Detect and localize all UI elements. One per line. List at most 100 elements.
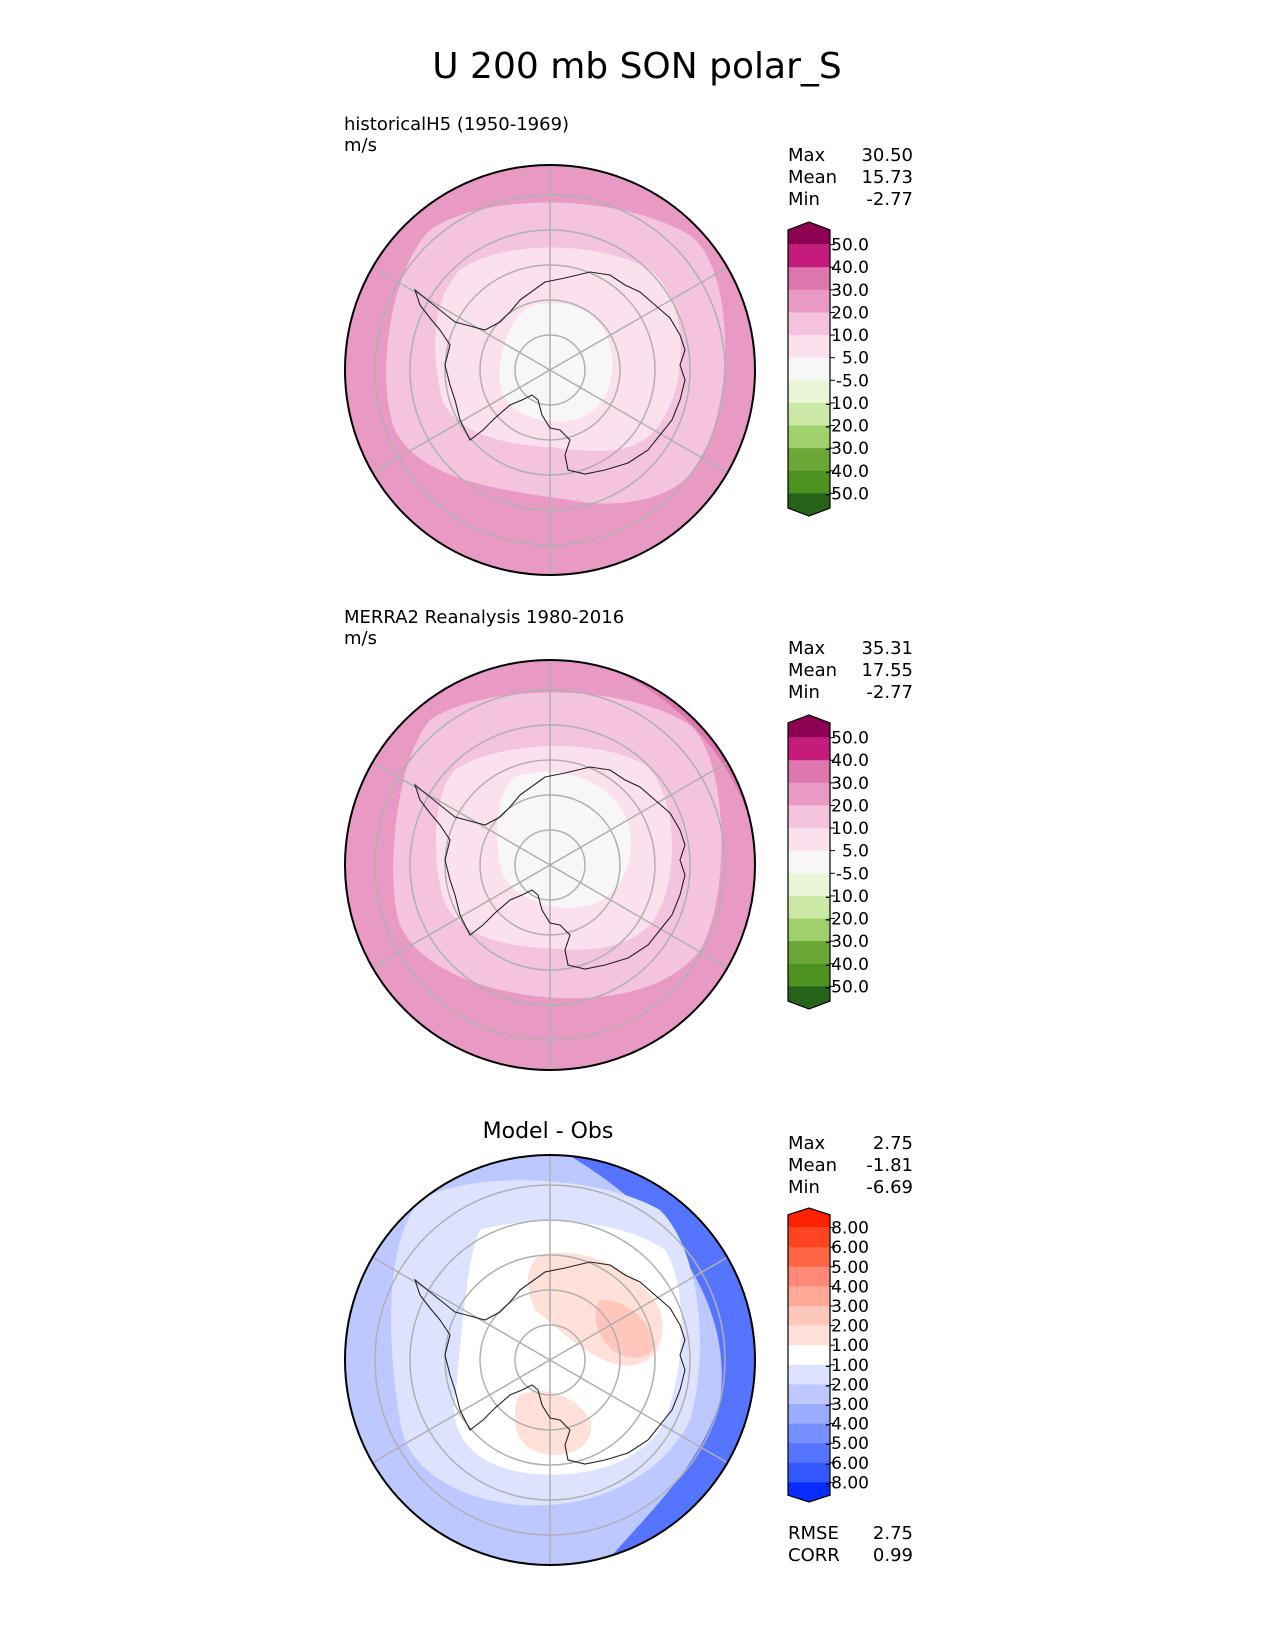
- stat-corr-label: CORR: [788, 1545, 840, 1566]
- colorbar-swatch: [788, 1443, 830, 1464]
- colorbar-tick-label: 5.00: [831, 1258, 869, 1278]
- colorbar-swatch: [788, 1306, 830, 1327]
- colorbar-tick-label: 6.00: [831, 1238, 869, 1258]
- panel-diff-coastline: [413, 1261, 686, 1465]
- colorbar-swatch: [788, 357, 830, 381]
- stat-max-value: 30.50: [861, 145, 913, 166]
- colorbar-outline: [787, 1207, 831, 1503]
- stat-corr-value: 0.99: [873, 1545, 913, 1566]
- panel-obs-colorbar: 50.040.0 30.020.0 10.0 5.0-5.0 -10.0 -20.0-30…: [787, 714, 869, 1010]
- colorbar-swatch: [788, 1345, 830, 1366]
- colorbar-swatch: [788, 963, 830, 987]
- colorbar-tick-label: -5.0: [836, 371, 869, 391]
- colorbar-tick-label: 5.0: [842, 842, 869, 862]
- stat-max-label: Max: [788, 638, 826, 659]
- stat-mean-value: 17.55: [861, 660, 913, 681]
- colorbar-swatch: [788, 1384, 830, 1405]
- stat-max-value: 35.31: [861, 638, 913, 659]
- colorbar-outline: [787, 221, 831, 517]
- colorbar-swatch: [788, 1286, 830, 1307]
- panel-model-coastline: [413, 271, 686, 475]
- stat-min-value: -6.69: [866, 1177, 913, 1198]
- colorbar-tick-label: -10.0: [825, 887, 869, 907]
- colorbar-tick-label: 30.0: [831, 281, 869, 301]
- colorbar-tick-label: 5.0: [842, 349, 869, 369]
- colorbar-swatch: [788, 1482, 830, 1502]
- panel-diff: Model - Obs Max 2.75 Mean -1.81 Min: [344, 1119, 913, 1566]
- panel-model-colorbar: 50.040.0 30.020.0 10.0 5.0-5.0 -10.0 -20.0-30…: [787, 221, 869, 517]
- panel-model-boundary: [344, 164, 756, 576]
- panel-model-stats: Max 30.50 Mean 15.73 Min -2.77: [788, 145, 913, 210]
- colorbar-swatch: [788, 782, 830, 806]
- colorbar-swatch: [788, 1247, 830, 1268]
- colorbar-swatch: [788, 402, 830, 427]
- panel-diff-title: Model - Obs: [483, 1119, 614, 1144]
- field-band: [560, 1155, 755, 1565]
- stat-min-value: -2.77: [866, 189, 913, 210]
- stat-mean-label: Mean: [788, 660, 837, 681]
- colorbar-swatch: [788, 448, 830, 472]
- colorbar-tick-label: -20.0: [825, 910, 869, 930]
- field-band: [595, 1299, 655, 1358]
- colorbar-tick-label: 20.0: [831, 303, 869, 323]
- field-band: [497, 771, 631, 908]
- colorbar-tick-label: -5.0: [836, 864, 869, 884]
- colorbar-tick-label: 50.0: [831, 236, 869, 256]
- panel-obs-coastline: [413, 766, 686, 970]
- stat-min-label: Min: [788, 1177, 820, 1198]
- colorbar-swatch: [788, 1462, 830, 1483]
- colorbar-swatch: [788, 493, 830, 516]
- figure-title: U 200 mb SON polar_S: [432, 46, 841, 87]
- panel-obs-boundary: [344, 659, 756, 1071]
- colorbar-swatch: [788, 380, 830, 404]
- stat-max-label: Max: [788, 1133, 826, 1154]
- colorbar-tick-label: 20.0: [831, 796, 869, 816]
- panel-diff-colorbar: 8.006.005.004.003.002.001.00-1.00-2.00-3…: [787, 1207, 869, 1503]
- colorbar-swatch: [788, 244, 830, 268]
- colorbar-swatch: [788, 222, 830, 245]
- panel-model-units: m/s: [344, 135, 377, 156]
- colorbar-swatch: [788, 873, 830, 897]
- stat-min-value: -2.77: [866, 682, 913, 703]
- colorbar-swatch: [788, 267, 830, 291]
- stat-mean-label: Mean: [788, 1155, 837, 1176]
- colorbar-swatch: [788, 1208, 830, 1228]
- stat-rmse-label: RMSE: [788, 1523, 839, 1544]
- colorbar-tick-label: 30.0: [831, 774, 869, 794]
- colorbar-tick-label: 10.0: [831, 326, 869, 346]
- colorbar-swatch: [788, 986, 830, 1009]
- colorbar-tick-label: 4.00: [831, 1277, 869, 1297]
- colorbar-tick-label: -4.00: [825, 1415, 869, 1435]
- panel-obs-title: MERRA2 Reanalysis 1980-2016: [344, 607, 624, 628]
- colorbar-tick-label: -50.0: [825, 977, 869, 997]
- field-band: [515, 1391, 591, 1455]
- colorbar-tick-label: -30.0: [825, 439, 869, 459]
- panel-diff-stats: Max 2.75 Mean -1.81 Min -6.69 RMSE 2.75 …: [788, 1133, 913, 1566]
- colorbar-swatch: [788, 470, 830, 494]
- colorbar-swatch: [788, 1423, 830, 1444]
- colorbar-swatch: [788, 1325, 830, 1346]
- stat-rmse-value: 2.75: [873, 1523, 913, 1544]
- colorbar-tick-label: 3.00: [831, 1297, 869, 1317]
- colorbar-tick-label: 50.0: [831, 729, 869, 749]
- panel-obs-units: m/s: [344, 628, 377, 649]
- stat-min-label: Min: [788, 682, 820, 703]
- colorbar-swatch: [788, 1266, 830, 1287]
- colorbar-tick-label: -5.00: [825, 1434, 869, 1454]
- stat-max-label: Max: [788, 145, 826, 166]
- panel-obs-stats: Max 35.31 Mean 17.55 Min -2.77: [788, 638, 913, 703]
- colorbar-swatch: [788, 715, 830, 738]
- panel-obs-graticule: [371, 660, 729, 1070]
- panel-model-graticule: [371, 165, 729, 575]
- stat-mean-value: 15.73: [861, 167, 913, 188]
- colorbar-tick-label: -30.0: [825, 932, 869, 952]
- colorbar-swatch: [788, 895, 830, 920]
- colorbar-swatch: [788, 850, 830, 874]
- colorbar-tick-label: 40.0: [831, 258, 869, 278]
- colorbar-swatch: [788, 1364, 830, 1385]
- colorbar-tick-label: 8.00: [831, 1219, 869, 1239]
- colorbar-tick-label: -1.00: [825, 1356, 869, 1376]
- colorbar-swatch: [788, 1404, 830, 1425]
- panel-model: historicalH5 (1950-1969) m/s Max 30.50 M…: [344, 114, 913, 576]
